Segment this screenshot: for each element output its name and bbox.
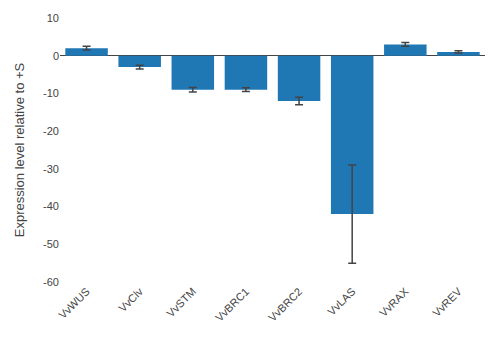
svg-text:VvREV: VvREV bbox=[430, 285, 464, 319]
svg-text:VvRAX: VvRAX bbox=[377, 285, 411, 319]
svg-text:10: 10 bbox=[47, 12, 59, 24]
svg-text:VvClv: VvClv bbox=[116, 285, 145, 314]
svg-text:VvBRC1: VvBRC1 bbox=[213, 285, 251, 323]
svg-text:VvBRC2: VvBRC2 bbox=[266, 285, 304, 323]
svg-text:VvSTM: VvSTM bbox=[164, 285, 198, 319]
svg-text:-10: -10 bbox=[43, 87, 59, 99]
svg-text:-50: -50 bbox=[43, 238, 59, 250]
svg-text:-20: -20 bbox=[43, 125, 59, 137]
svg-text:-40: -40 bbox=[43, 200, 59, 212]
svg-text:-30: -30 bbox=[43, 163, 59, 175]
svg-text:VvWUS: VvWUS bbox=[56, 285, 92, 321]
svg-text:0: 0 bbox=[53, 50, 59, 62]
svg-text:VvLAS: VvLAS bbox=[325, 285, 357, 317]
svg-text:-60: -60 bbox=[43, 276, 59, 288]
svg-text:Expression level relative to +: Expression level relative to +S bbox=[12, 62, 27, 237]
